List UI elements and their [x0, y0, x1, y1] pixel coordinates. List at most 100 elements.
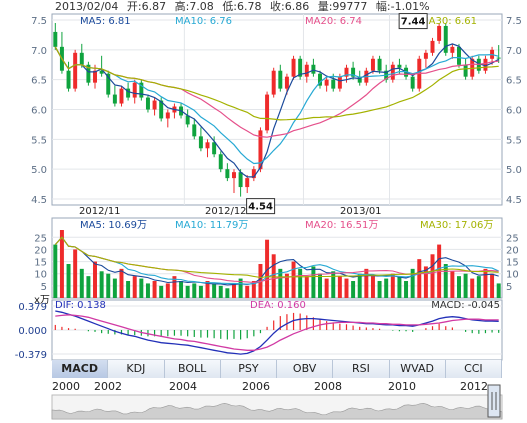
candle-body	[311, 64, 316, 74]
candle-body	[278, 70, 283, 89]
dea-line	[55, 314, 499, 351]
candle-body	[483, 58, 488, 71]
candle-body	[410, 76, 415, 89]
volume-bar	[298, 268, 303, 298]
price-ma-label: MA30: 6.61	[420, 16, 477, 27]
volume-bar	[483, 268, 488, 298]
price-xtick: 2012/11	[79, 206, 121, 217]
candle-body	[351, 67, 356, 77]
volume-bar	[73, 249, 78, 298]
price-ytick-right: 5.5	[506, 135, 522, 146]
volume-bar	[351, 281, 356, 298]
volume-bar	[99, 271, 104, 298]
quote-high: 高:7.08	[174, 0, 214, 13]
dif-line	[55, 310, 499, 355]
volume-bar	[496, 283, 501, 298]
volume-bar	[225, 288, 230, 298]
volume-bar	[185, 285, 190, 298]
year-label: 2012	[460, 380, 488, 393]
volume-bar	[470, 278, 475, 298]
volume-bar	[172, 276, 177, 298]
volume-bar	[331, 271, 336, 298]
volume-bar	[423, 266, 428, 298]
price-ytick-right: 4.5	[506, 195, 522, 206]
tab-obv[interactable]: OBV	[277, 360, 334, 378]
candle-body	[232, 172, 236, 179]
candle-body	[192, 124, 197, 137]
low-price-box	[246, 198, 276, 215]
volume-bar	[284, 273, 289, 298]
quote-change: 幅:-1.01%	[375, 0, 430, 13]
candle-body	[331, 79, 336, 89]
year-label: 2004	[169, 380, 197, 393]
candle-body	[496, 57, 501, 59]
volume-ytick-right: 20	[506, 245, 519, 256]
volume-bar	[311, 266, 316, 298]
volume-bar	[410, 268, 415, 298]
volume-bar	[106, 273, 111, 298]
macd-ytick-left: -0.379	[15, 350, 47, 361]
macd-dif-label: DIF: 0.138	[55, 300, 106, 311]
tab-macd[interactable]: MACD	[52, 360, 109, 378]
volume-bar	[251, 281, 256, 298]
candle-body	[463, 64, 468, 77]
candle-body	[324, 79, 329, 86]
tab-rsi[interactable]: RSI	[333, 360, 390, 378]
candle-body	[470, 58, 475, 77]
tab-wvad[interactable]: WVAD	[389, 360, 446, 378]
volume-ytick-left: 10	[34, 270, 47, 281]
volume-bar	[59, 230, 64, 298]
volume-bar	[165, 283, 170, 298]
volume-ytick-right: 25	[506, 233, 519, 244]
volume-bar	[159, 285, 164, 298]
price-ma-label: MA10: 6.76	[175, 16, 232, 27]
year-label: 2008	[314, 380, 342, 393]
candle-body	[139, 82, 144, 98]
volume-bar	[179, 281, 184, 298]
candle-body	[106, 73, 111, 95]
candle-body	[284, 76, 289, 89]
price-ma-label: MA5: 6.81	[80, 16, 131, 27]
candle-body	[132, 82, 137, 98]
candle-body	[357, 76, 362, 83]
volume-bar	[390, 273, 395, 298]
candle-body	[377, 58, 382, 71]
tab-cci[interactable]: CCI	[445, 360, 502, 378]
volume-bar	[364, 268, 369, 298]
volume-bar	[344, 278, 349, 298]
volume-ma-label: MA5: 10.69万	[80, 220, 147, 231]
timeline-overview[interactable]	[51, 384, 503, 420]
vol-ma30-line	[54, 236, 499, 279]
candle-body	[238, 172, 243, 188]
high-price-label: 7.44	[401, 17, 426, 28]
volume-bar	[417, 259, 422, 298]
tab-psy[interactable]: PSY	[220, 360, 277, 378]
candle-body	[93, 70, 97, 83]
price-xtick: 2013/01	[340, 206, 382, 217]
volume-ma-label: MA30: 17.06万	[420, 220, 493, 231]
price-ytick-left: 5.0	[31, 165, 47, 176]
quote-close: 收:6.86	[270, 0, 310, 13]
tab-kdj[interactable]: KDJ	[108, 360, 165, 378]
price-ytick-left: 7.0	[31, 46, 47, 57]
volume-ma-label: MA20: 16.51万	[305, 220, 378, 231]
year-label: 2000	[52, 380, 80, 393]
volume-bar	[443, 264, 448, 298]
candle-body	[271, 70, 276, 95]
price-ma-label: MA20: 6.74	[305, 16, 362, 27]
macd-panel	[51, 299, 503, 361]
volume-bar	[192, 283, 197, 298]
candle-body	[457, 46, 461, 65]
candle-body	[265, 94, 270, 131]
low-price-label: 4.54	[248, 202, 273, 213]
volume-bar	[245, 285, 250, 298]
volume-bar	[258, 264, 263, 298]
volume-bar	[463, 273, 468, 298]
candle-body	[79, 52, 84, 65]
candle-body	[53, 31, 58, 47]
tab-boll[interactable]: BOLL	[164, 360, 221, 378]
volume-bar	[53, 244, 58, 298]
timeline-handle-icon	[487, 384, 501, 418]
volume-bar	[450, 271, 455, 298]
vol-ma5-line	[54, 236, 499, 286]
